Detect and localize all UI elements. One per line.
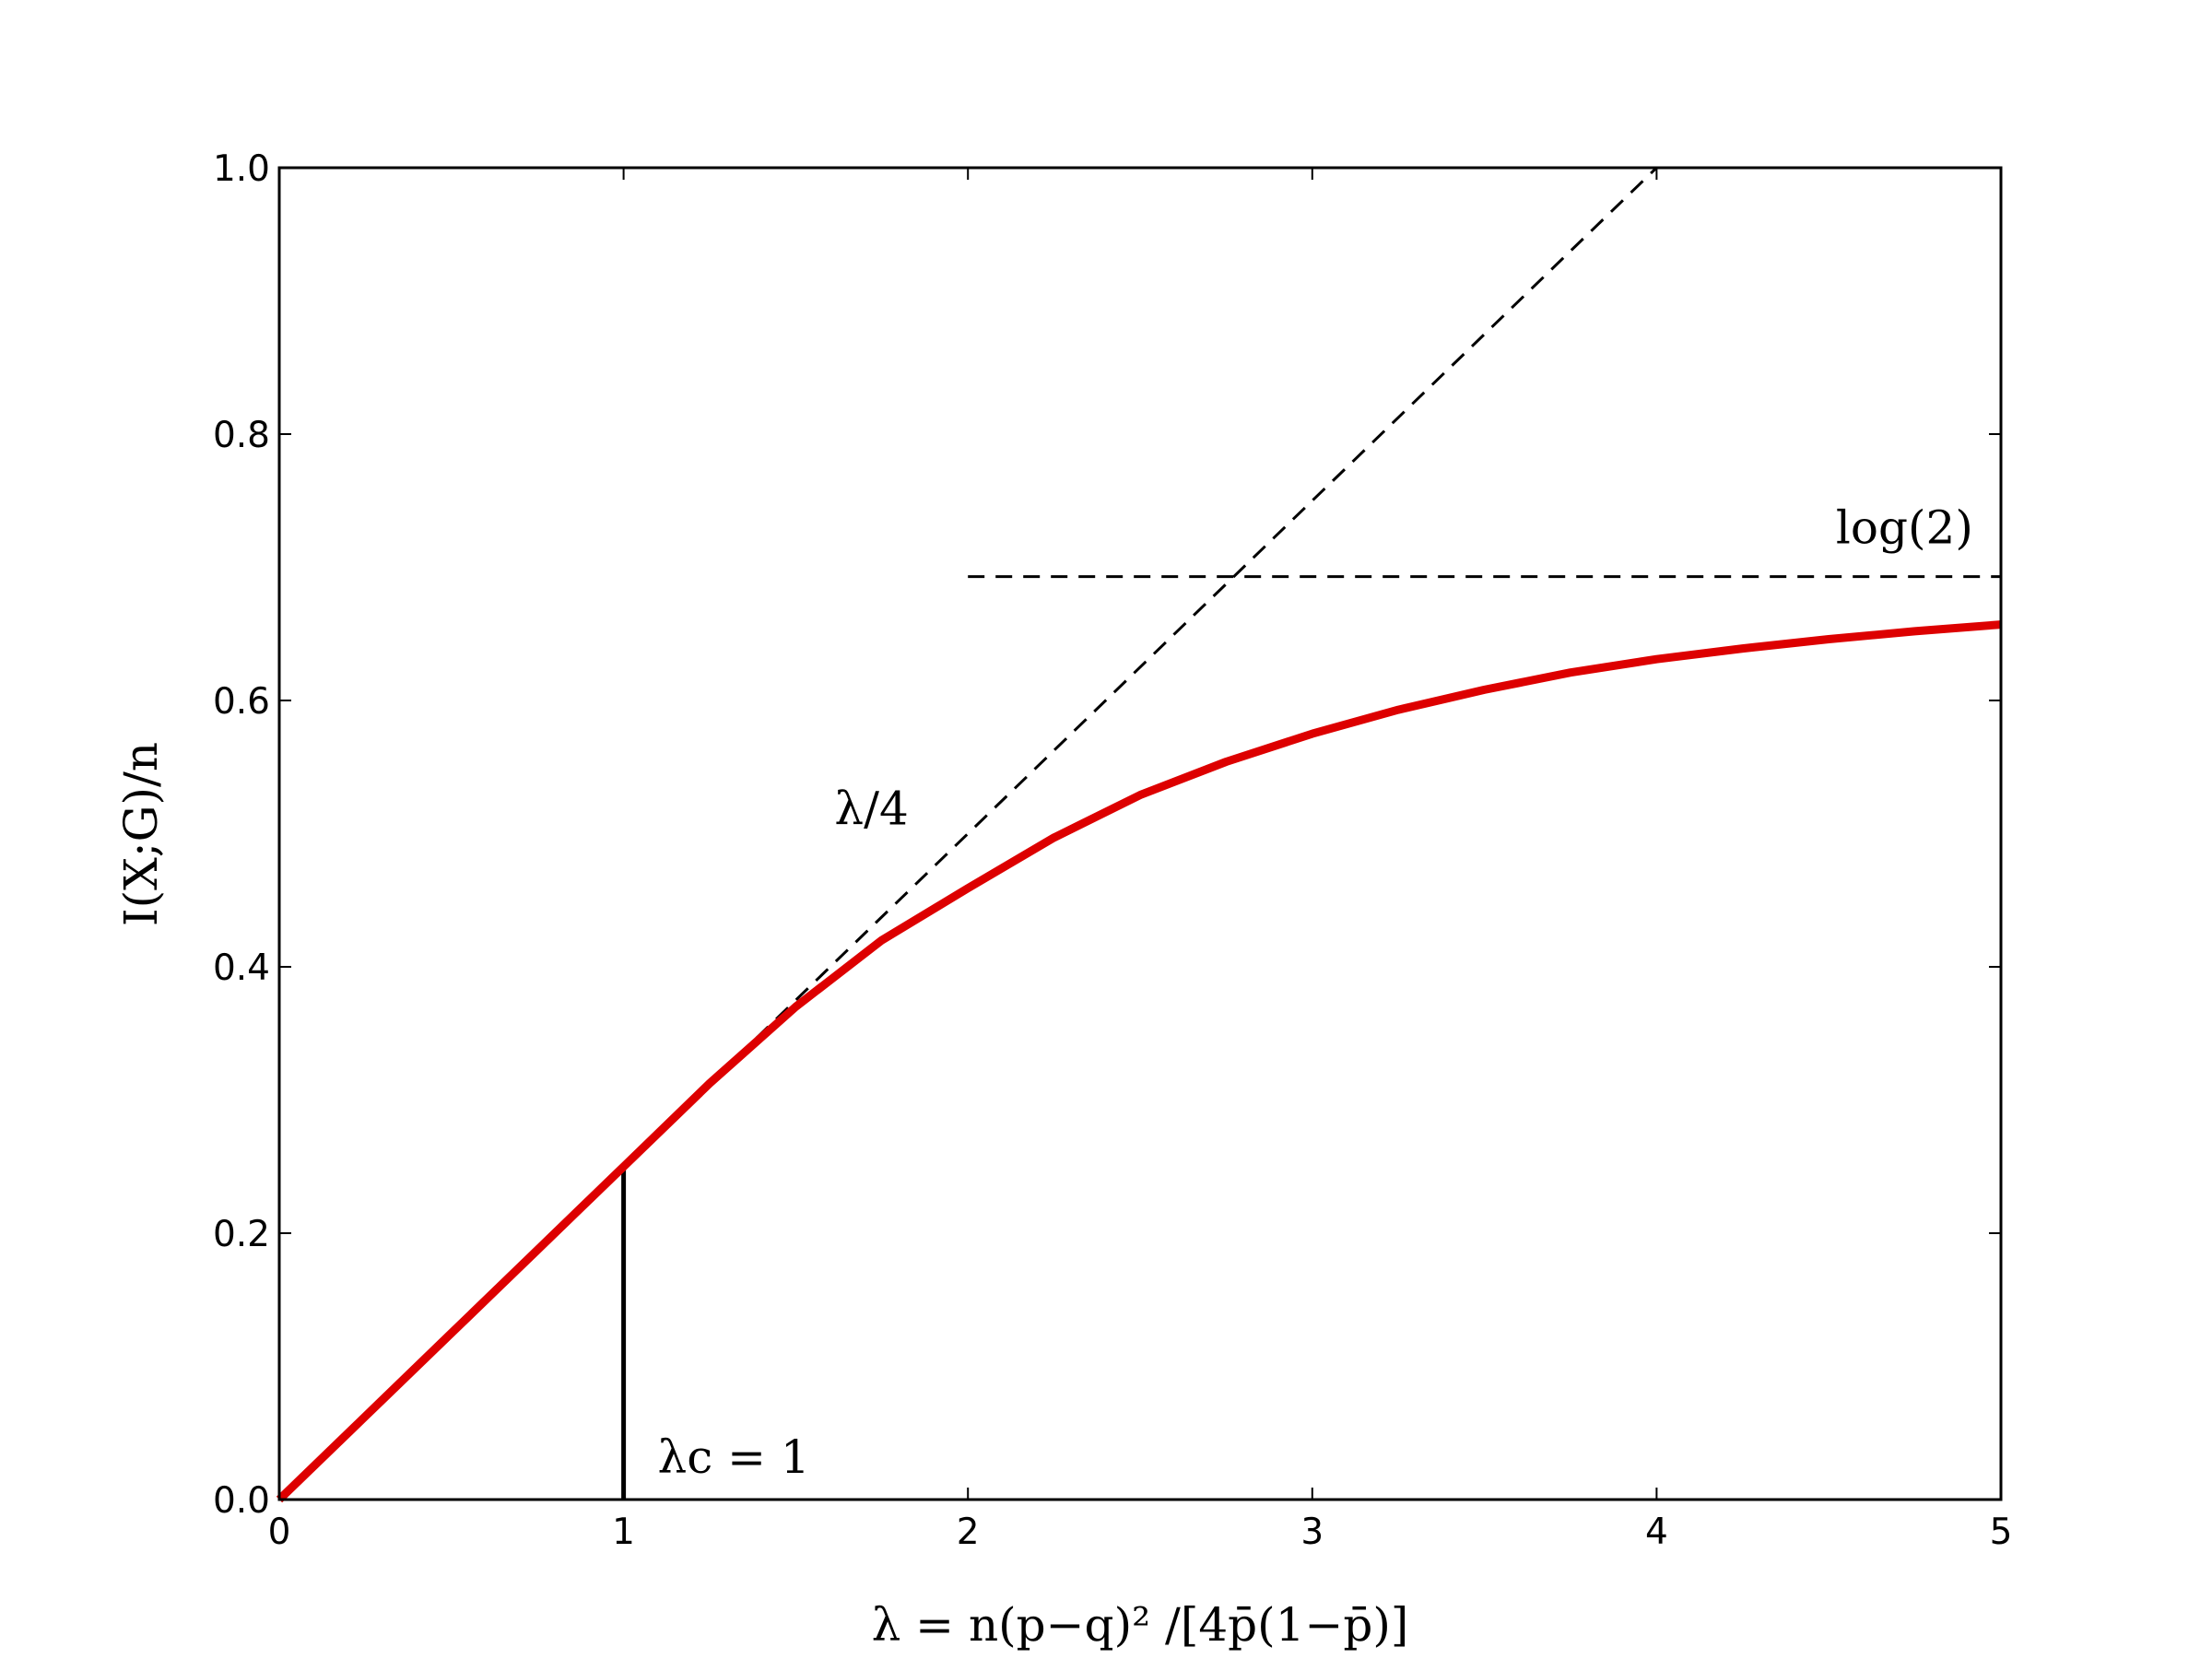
x-tick-label: 4 [1645,1512,1668,1553]
x-axis-label: λ = n(p−q)² /[4p̄(1−p̄)] [872,1598,1409,1652]
x-tick-label: 2 [957,1512,980,1553]
x-tick-label: 0 [268,1512,291,1553]
plot-frame [277,166,2003,1501]
series-mutual-information-curve [276,620,2002,1503]
y-tick-label: 0.2 [213,1214,270,1255]
y-tick-label: 1.0 [213,148,270,190]
y-tick-label: 0.0 [213,1480,270,1522]
annotation-lambda-c: λc = 1 [658,1430,810,1484]
y-tick-label: 0.8 [213,415,270,456]
x-tick-label: 1 [612,1512,635,1553]
y-axis: 0.0 0.2 0.4 0.6 0.8 1.0 [213,148,2001,1522]
x-tick-label: 5 [1990,1512,2013,1553]
y-tick-label: 0.4 [213,947,270,989]
series-layer [276,166,2002,1503]
y-tick-label: 0.6 [213,681,270,723]
x-tick-label: 3 [1300,1512,1324,1553]
annotation-log2: log(2) [1836,500,1973,554]
y-axis-label: I(X;G)/n [114,742,168,926]
annotation-lambda-over-4: λ/4 [834,782,908,835]
x-axis: 0 1 2 3 4 5 [268,168,2013,1553]
plot-area [279,168,2001,1500]
